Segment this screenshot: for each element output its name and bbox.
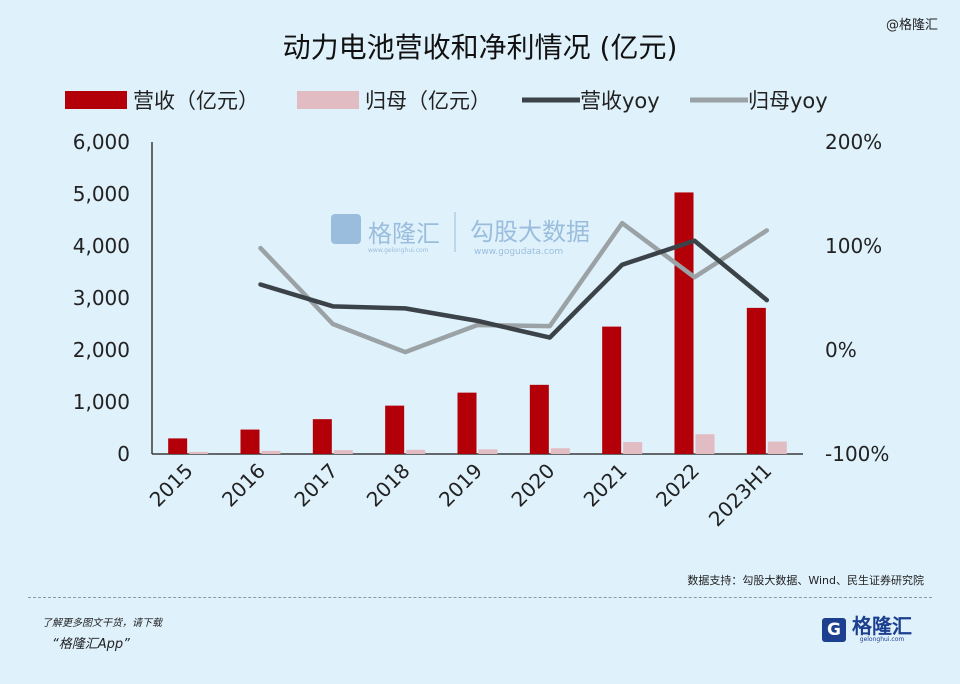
bar-profit [334,450,353,454]
logo-text: 格隆汇 [852,616,912,636]
bar-revenue [313,419,332,454]
legend-profit-swatch [297,91,359,109]
bar-revenue [530,385,549,454]
legend-profit-label: 归母（亿元） [365,89,491,113]
watermark-logo-icon [331,214,361,244]
y-tick-label-left: 1,000 [73,390,130,414]
x-tick-label: 2022 [651,459,704,512]
bar-profit [551,448,570,454]
bar-revenue [241,430,260,454]
legend-revenue-label: 营收（亿元） [133,89,259,113]
bar-profit [479,449,498,454]
watermark-data-sub: www.gogudata.com [474,247,563,257]
bar-revenue [168,438,187,454]
promo-line-2: “格隆汇App” [52,633,130,652]
bar-revenue [747,308,766,454]
logo-sub: gelonghui.com [852,636,912,643]
watermark-brand: 格隆汇 [368,220,440,248]
footer-divider [28,597,932,598]
x-tick-label: 2020 [506,459,559,512]
watermark-brand-sub: www.gelonghui.com [368,247,429,254]
source-note: 数据支持：勾股大数据、Wind、民生证券研究院 [687,572,924,588]
bar-profit [262,451,281,454]
x-tick-label: 2019 [434,459,487,512]
bar-revenue [385,406,404,454]
x-tick-label: 2023H1 [704,459,777,532]
y-tick-label-right: 100% [825,234,882,258]
x-tick-label: 2018 [362,459,415,512]
brand-logo: G 格隆汇 gelonghui.com [822,616,912,643]
chart-title: 动力电池营收和净利情况 (亿元) [283,31,678,64]
legend: 营收（亿元） 归母（亿元） 营收yoy 归母yoy [65,89,828,113]
watermark-data-brand: 勾股大数据 [470,218,590,246]
y-tick-label-left: 5,000 [73,182,130,206]
bar-revenue [602,327,621,454]
y-tick-label-left: 6,000 [73,130,130,154]
y-tick-label-right: 0% [825,338,857,362]
y-tick-label-right: -100% [825,442,889,466]
center-watermark: 格隆汇 www.gelonghui.com 勾股大数据 www.gogudata… [331,212,590,257]
legend-revenue-yoy-label: 营收yoy [580,89,660,113]
logo-g-icon: G [822,618,846,642]
x-tick-label: 2021 [579,459,632,512]
y-tick-label-left: 0 [117,442,130,466]
x-tick-label: 2017 [289,459,342,512]
x-tick-label: 2015 [145,459,198,512]
bar-revenue [675,192,694,454]
bar-profit [623,442,642,454]
y-tick-label-left: 3,000 [73,286,130,310]
corner-watermark: @格隆汇 [886,14,938,33]
bar-profit [406,450,425,454]
x-tick-label: 2016 [217,459,270,512]
legend-revenue-swatch [65,91,127,109]
y-tick-label-left: 4,000 [73,234,130,258]
promo-line-1: 了解更多图文干货，请下载 [42,614,162,629]
legend-profit-yoy-label: 归母yoy [748,89,828,113]
bar-profit [696,434,715,454]
bar-profit [768,442,787,454]
y-tick-label-right: 200% [825,130,882,154]
axes: 0 1,000 2,000 3,000 4,000 5,000 6,000 -100% 0% 10… [73,130,890,531]
bar-profit [189,452,208,454]
y-tick-label-left: 2,000 [73,338,130,362]
bar-revenue [458,393,477,454]
